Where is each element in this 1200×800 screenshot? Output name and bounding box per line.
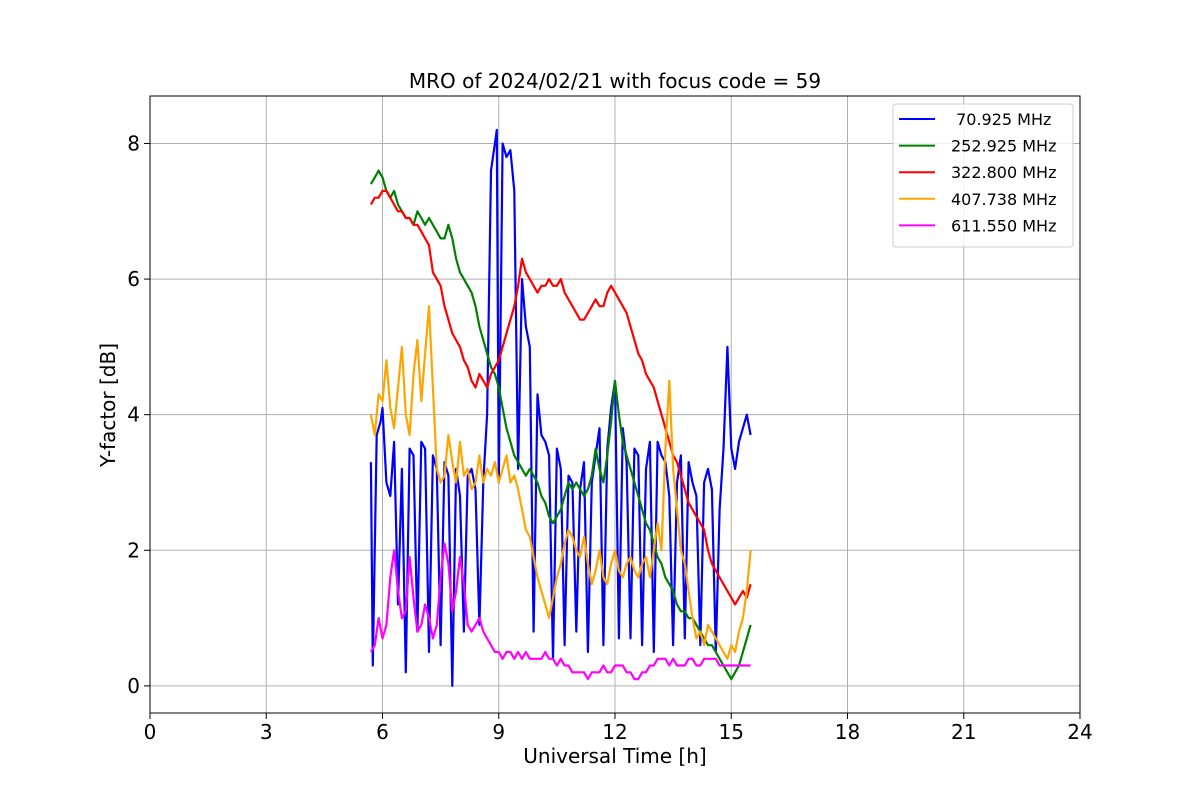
series-line-1 — [369, 169, 752, 681]
series-line-3 — [369, 305, 752, 660]
legend-entry-label: 611.550 MHz — [951, 216, 1056, 235]
x-tick-label: 9 — [492, 720, 505, 744]
legend-box — [892, 103, 1074, 248]
legend-entry-label: 407.738 MHz — [951, 190, 1056, 209]
chart-title: MRO of 2024/02/21 with focus code = 59 — [409, 69, 821, 93]
y-tick-label: 2 — [127, 538, 140, 562]
y-tick-label: 0 — [127, 674, 140, 698]
series-line-4 — [369, 542, 751, 681]
x-axis-label: Universal Time [h] — [523, 744, 706, 768]
legend-entry-label: 70.925 MHz — [951, 110, 1051, 129]
plot-area — [369, 128, 752, 688]
legend: 70.925 MHz 252.925 MHz 322.800 MHz 407.738 … — [892, 103, 1074, 248]
y-tick-label: 6 — [127, 267, 140, 291]
x-tick-label: 15 — [719, 720, 744, 744]
x-tick-label: 24 — [1067, 720, 1092, 744]
x-tick-label: 6 — [376, 720, 389, 744]
x-tick-label: 21 — [951, 720, 976, 744]
legend-entry-label: 252.925 MHz — [951, 137, 1056, 156]
x-tick-label: 12 — [602, 720, 627, 744]
legend-entry-label: 322.800 MHz — [951, 163, 1056, 182]
y-tick-label: 8 — [127, 131, 140, 155]
x-tick-label: 18 — [835, 720, 860, 744]
series-line-2 — [369, 189, 752, 606]
y-axis-label: Y-factor [dB] — [96, 343, 120, 468]
y-tick-label: 4 — [127, 403, 140, 427]
x-tick-label: 0 — [144, 720, 157, 744]
x-tick-label: 3 — [260, 720, 273, 744]
